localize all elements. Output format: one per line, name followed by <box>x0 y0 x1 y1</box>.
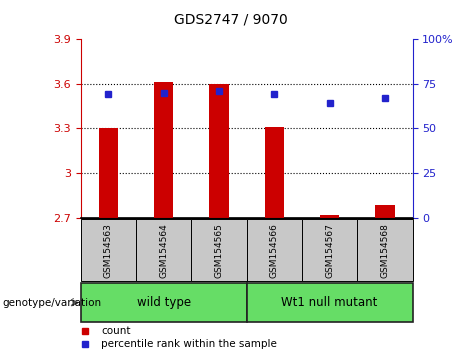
Bar <box>265 127 284 218</box>
Text: GSM154567: GSM154567 <box>325 223 334 278</box>
Text: GDS2747 / 9070: GDS2747 / 9070 <box>174 12 287 27</box>
Bar <box>320 215 339 218</box>
Text: genotype/variation: genotype/variation <box>2 298 101 308</box>
Text: GSM154568: GSM154568 <box>380 223 390 278</box>
Text: Wt1 null mutant: Wt1 null mutant <box>281 296 378 309</box>
Text: GSM154565: GSM154565 <box>214 223 224 278</box>
Text: GSM154564: GSM154564 <box>159 223 168 278</box>
Text: percentile rank within the sample: percentile rank within the sample <box>101 339 278 349</box>
Bar <box>99 129 118 218</box>
Bar <box>209 84 229 218</box>
Text: GSM154563: GSM154563 <box>104 223 113 278</box>
Bar <box>375 205 395 218</box>
Text: GSM154566: GSM154566 <box>270 223 279 278</box>
Text: count: count <box>101 326 131 336</box>
Bar <box>154 82 173 218</box>
Text: wild type: wild type <box>136 296 191 309</box>
